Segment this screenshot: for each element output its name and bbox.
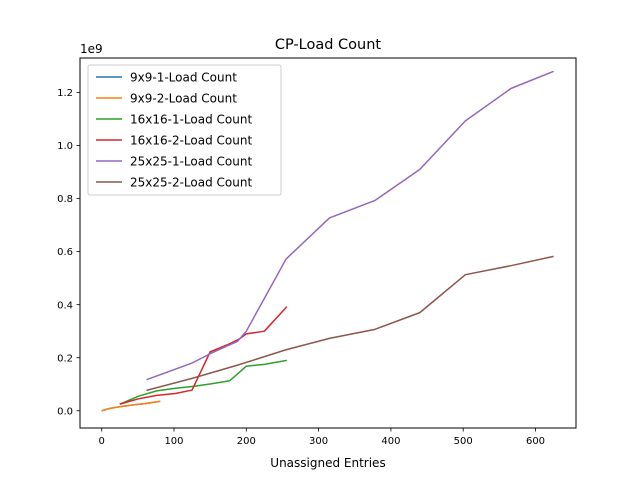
y-tick-label: 0.6 bbox=[57, 247, 73, 258]
y-axis-scale-label: 1e9 bbox=[80, 42, 103, 56]
series-line-3 bbox=[119, 359, 287, 405]
x-tick-label: 500 bbox=[454, 436, 473, 447]
legend-box bbox=[87, 64, 282, 196]
legend-label-3: 16x16-1-Load Count bbox=[130, 113, 252, 127]
x-axis-label: Unassigned Entries bbox=[270, 456, 385, 470]
x-tick-label: 100 bbox=[164, 436, 183, 447]
chart-title: CP-Load Count bbox=[275, 37, 382, 53]
legend: 9x9-1-Load Count 9x9-2-Load Count 16x16-1-… bbox=[87, 64, 282, 196]
y-tick-label: 1.0 bbox=[57, 141, 73, 152]
plot-frame bbox=[79, 57, 577, 429]
series-line-2 bbox=[101, 400, 161, 412]
series-line-6 bbox=[146, 255, 554, 392]
x-tick-label: 600 bbox=[526, 436, 545, 447]
y-tick-label: 1.2 bbox=[57, 88, 73, 99]
y-tick-label: 0.4 bbox=[57, 300, 73, 311]
x-tick-label: 0 bbox=[99, 436, 105, 447]
series-line-5 bbox=[146, 70, 554, 381]
legend-label-1: 9x9-1-Load Count bbox=[130, 71, 237, 85]
legend-label-4: 16x16-2-Load Count bbox=[130, 134, 252, 148]
y-tick-label: 0.2 bbox=[57, 353, 73, 364]
legend-label-6: 25x25-2-Load Count bbox=[130, 176, 252, 190]
y-tick-label: 0.8 bbox=[57, 194, 73, 205]
series-line-4 bbox=[119, 306, 288, 405]
legend-label-5: 25x25-1-Load Count bbox=[130, 155, 252, 169]
x-tick-label: 200 bbox=[237, 436, 256, 447]
x-tick-label: 400 bbox=[381, 436, 400, 447]
legend-label-2: 9x9-2-Load Count bbox=[130, 92, 237, 106]
y-tick-label: 0.0 bbox=[57, 406, 73, 417]
series-layer bbox=[101, 70, 554, 412]
x-tick-label: 300 bbox=[309, 436, 328, 447]
ticks-layer: 0 100 200 300 400 500 600 0.0 0.2 0.4 0.6 0.8 1.0 1.2 bbox=[57, 88, 545, 447]
